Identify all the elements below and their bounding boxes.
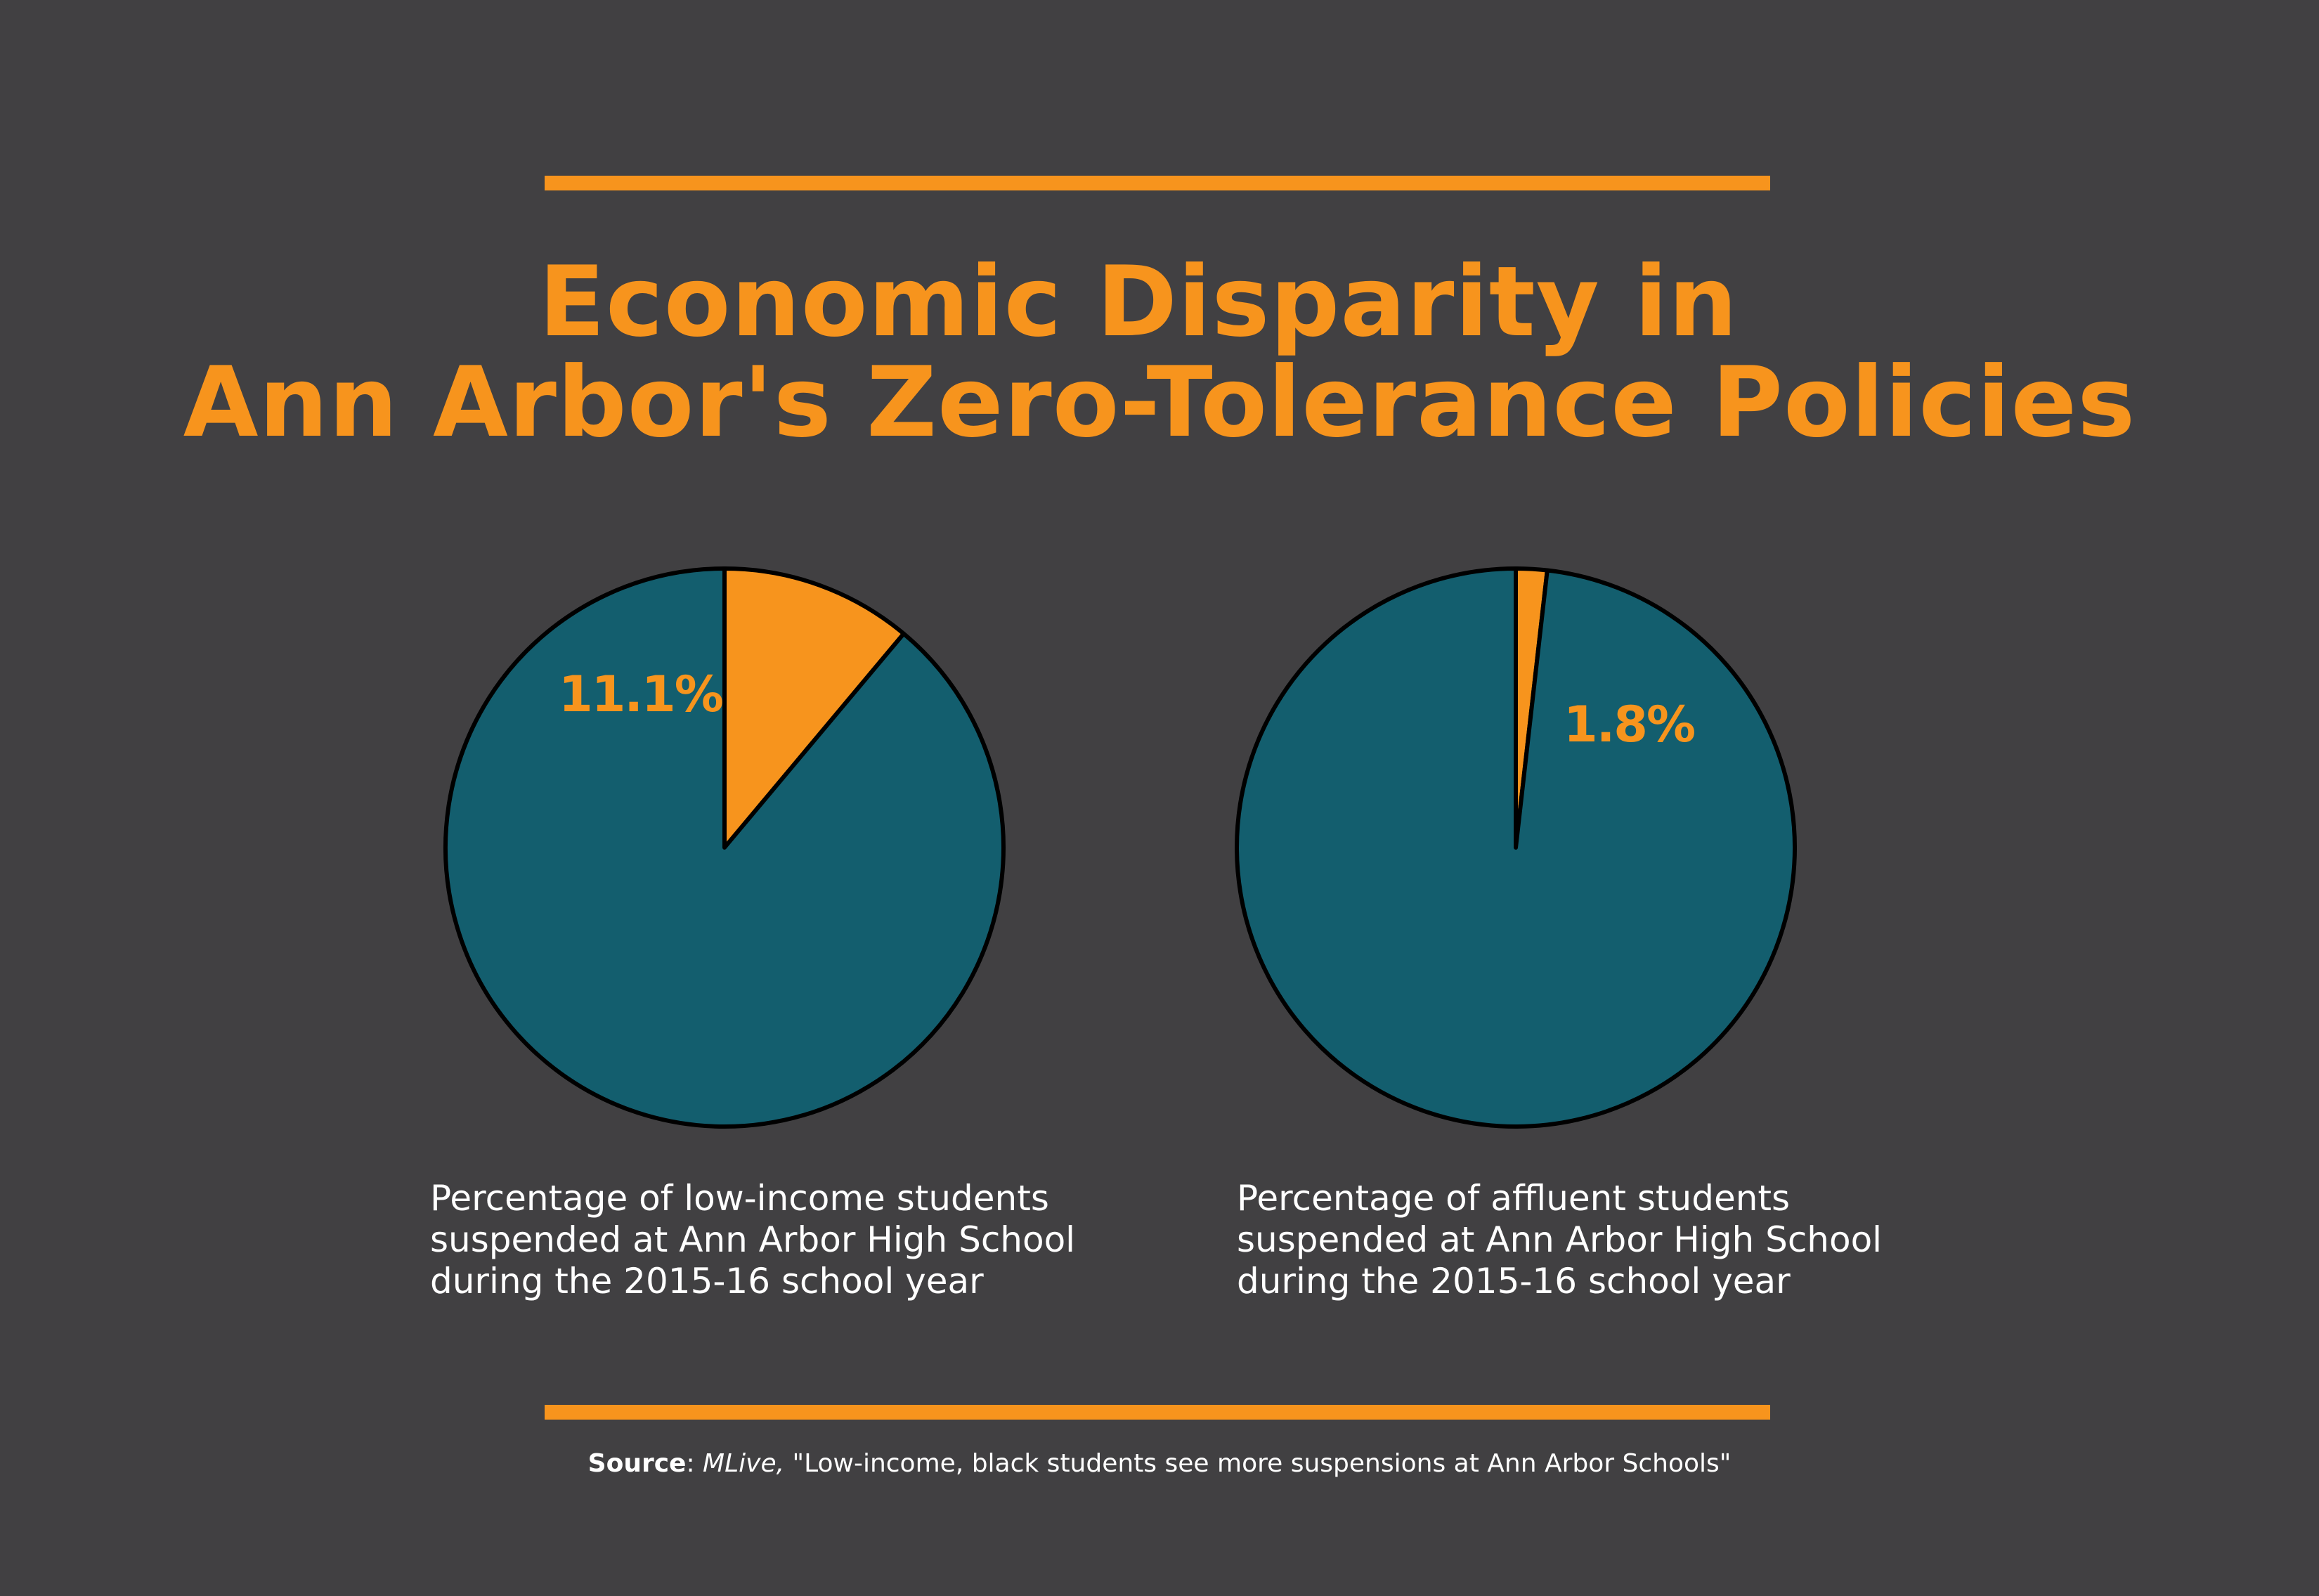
pie-chart-affluent: [1235, 566, 1797, 1129]
source-article-title: "Low-income, black students see more sus…: [784, 1449, 1732, 1478]
source-label: Source: [587, 1449, 687, 1478]
top-divider-rule: [545, 176, 1770, 190]
data-label-affluent: 1.8%: [1564, 696, 1694, 753]
pie-slice-suspended: [722, 566, 906, 850]
pie-slice-not-suspended: [443, 566, 1006, 1129]
bottom-divider-rule: [545, 1405, 1770, 1420]
caption-affluent: Percentage of affluent students suspende…: [1237, 1178, 1882, 1302]
source-citation: Source: MLive, "Low-income, black studen…: [0, 1449, 2319, 1478]
caption-line: suspended at Ann Arbor High School: [430, 1219, 1076, 1260]
source-separator: :: [686, 1449, 703, 1478]
pie-chart-low-income: [443, 566, 1006, 1129]
title-line-2: Ann Arbor's Zero-Tolerance Policies: [183, 346, 2136, 459]
caption-line: Percentage of low-income students: [430, 1178, 1049, 1219]
caption-line: Percentage of affluent students: [1237, 1178, 1791, 1219]
caption-low-income: Percentage of low-income students suspen…: [430, 1178, 1075, 1302]
caption-line: during the 2015-16 school year: [430, 1261, 984, 1302]
pie-slice-not-suspended: [1235, 566, 1797, 1129]
data-label-low-income: 11.1%: [559, 666, 722, 723]
source-publication: MLive,: [703, 1449, 785, 1478]
title-line-1: Economic Disparity in: [538, 245, 1739, 358]
caption-line: during the 2015-16 school year: [1237, 1261, 1791, 1302]
caption-line: suspended at Ann Arbor High School: [1237, 1219, 1883, 1260]
